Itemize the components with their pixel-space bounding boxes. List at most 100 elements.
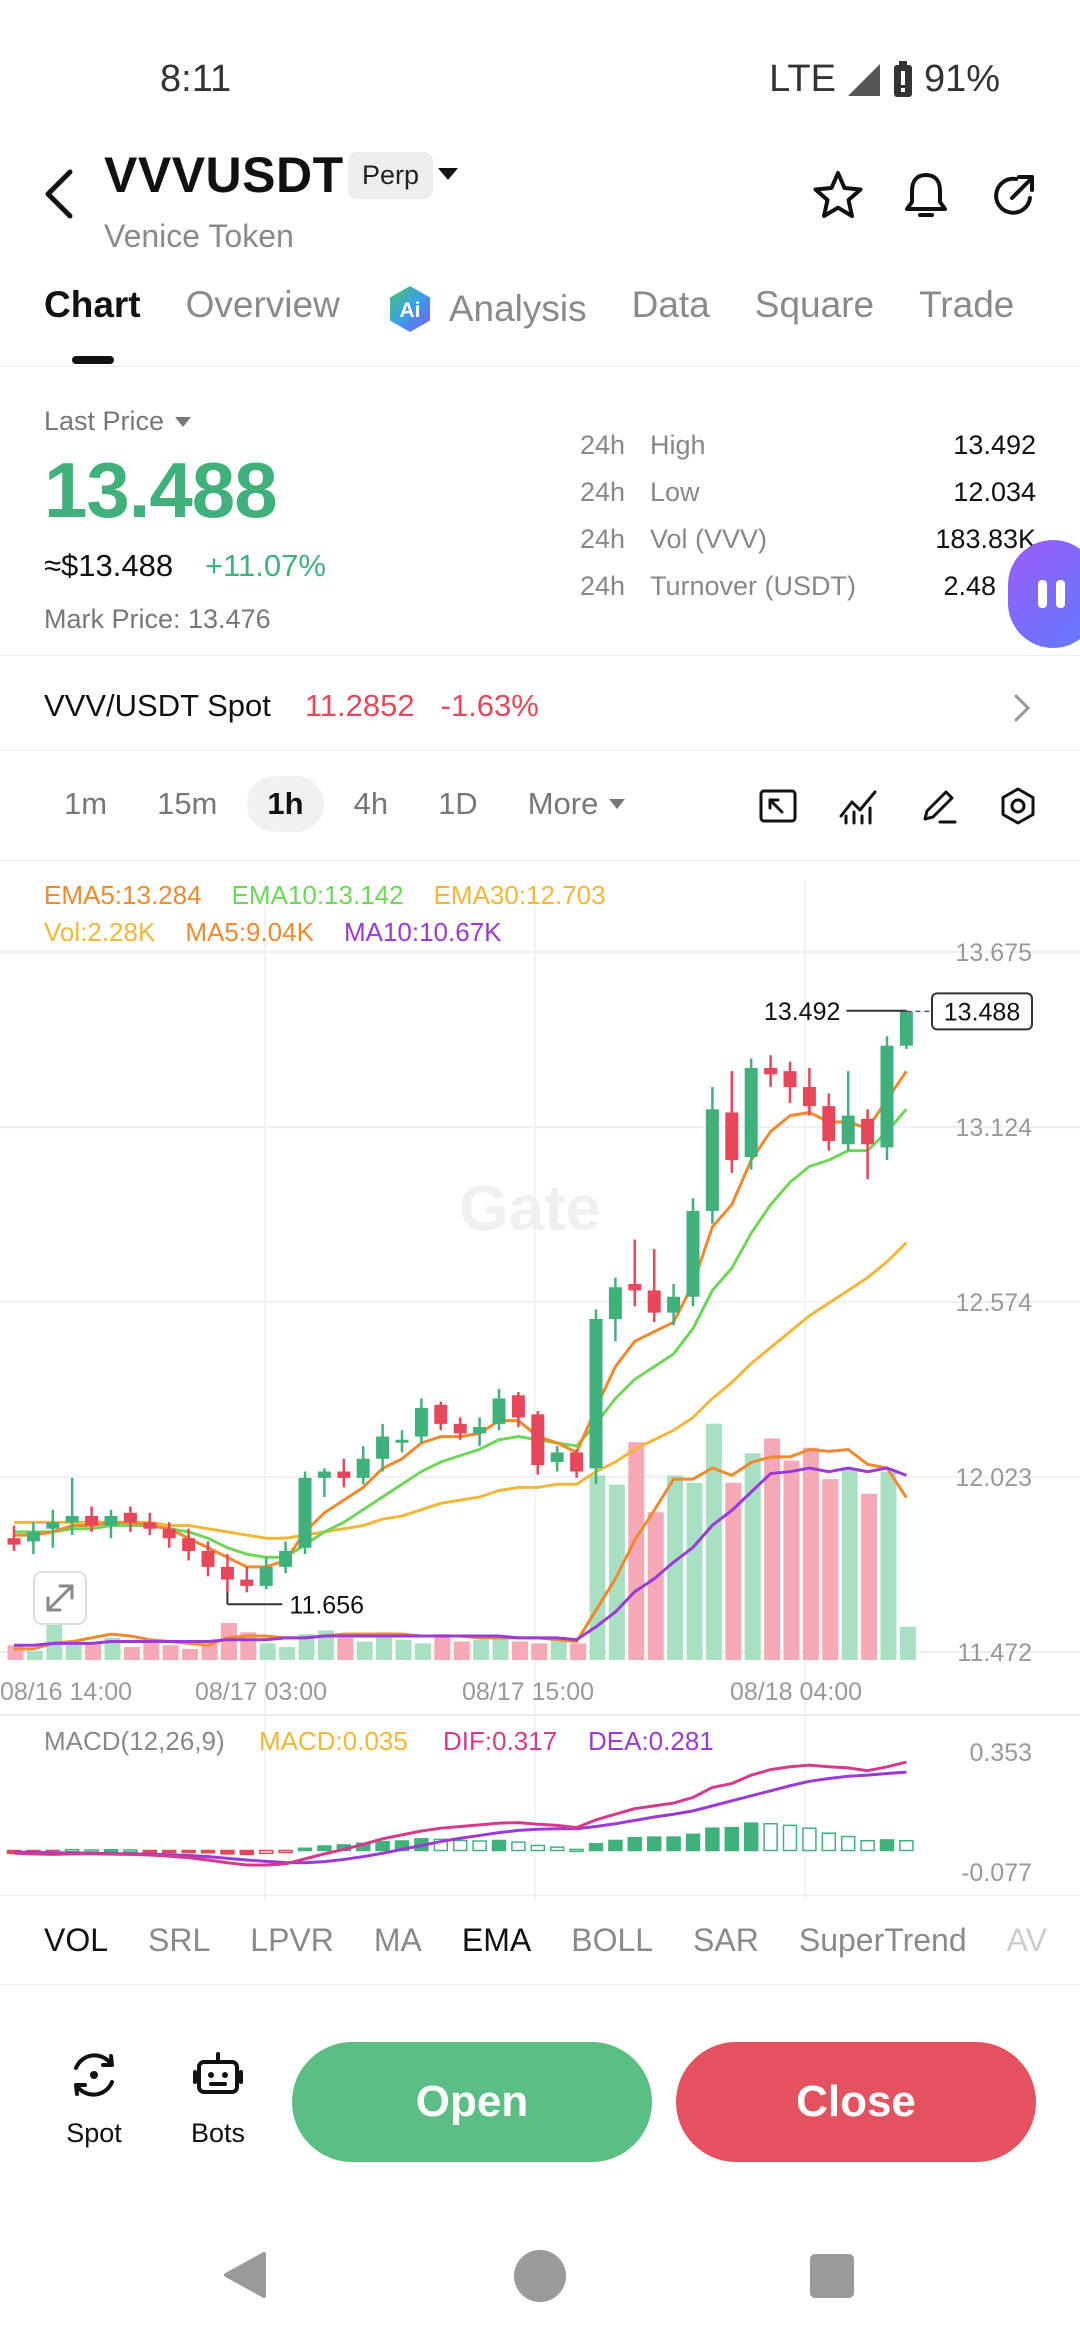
vol-label: Vol:2.28K — [44, 917, 156, 947]
candle-body — [356, 1458, 370, 1478]
floating-chat-button[interactable] — [1008, 540, 1080, 648]
macd-bar — [278, 1849, 293, 1854]
indicator-srl[interactable]: SRL — [148, 1922, 211, 1958]
candle-body — [201, 1550, 215, 1567]
last-price-selector[interactable]: Last Price — [44, 406, 192, 437]
interval-15m[interactable]: 15m — [157, 786, 218, 821]
divider — [0, 655, 1080, 656]
volume-bar — [899, 1626, 916, 1660]
ema10-label: EMA10:13.142 — [231, 880, 404, 910]
spot-pair-label: VVV/USDT Spot — [44, 688, 271, 723]
candle-body — [395, 1439, 409, 1443]
volume-bar — [85, 1643, 102, 1660]
star-icon[interactable] — [810, 168, 866, 224]
tab-chart[interactable]: Chart — [44, 284, 141, 325]
stat-value: 13.492 — [953, 430, 1036, 460]
price-chart[interactable]: 13.675 13.124 12.574 12.023 11.472 Gate 13.492… — [0, 860, 1080, 1900]
svg-text:Ai: Ai — [399, 299, 420, 322]
macd-bar — [608, 1839, 623, 1852]
macd-bar — [297, 1847, 313, 1852]
volume-bar — [861, 1493, 878, 1660]
tab-square[interactable]: Square — [754, 284, 875, 325]
spot-link-row[interactable]: VVV/USDT Spot 11.2852 -1.63% — [44, 688, 539, 724]
last-price-tag — [931, 992, 1033, 1031]
nav-back-icon[interactable] — [220, 2250, 270, 2300]
draw-pencil-icon[interactable] — [918, 786, 958, 826]
caret-down-icon[interactable] — [436, 166, 460, 182]
indicator-av[interactable]: AV — [1006, 1922, 1047, 1958]
battery-icon — [893, 60, 912, 97]
macd-bar — [530, 1844, 546, 1852]
macd-bar — [627, 1836, 643, 1852]
indicator-supertrend[interactable]: SuperTrend — [798, 1922, 967, 1958]
tab-overview[interactable]: Overview — [185, 284, 340, 325]
candle-body — [46, 1522, 60, 1529]
macd-bar — [64, 1848, 80, 1853]
spot-shortcut[interactable]: Spot — [44, 2048, 144, 2149]
indicator-ma[interactable]: MA — [373, 1922, 422, 1958]
candle-body — [570, 1452, 584, 1472]
y-tick-label: 12.574 — [956, 1289, 1033, 1317]
macd-bar — [666, 1836, 681, 1852]
macd-legend-label: MACD:0.035 — [259, 1726, 408, 1756]
pair-title[interactable]: VVVUSDT — [104, 147, 344, 203]
macd-bar — [491, 1839, 507, 1852]
volume-bar — [434, 1634, 451, 1660]
battery-level: 91% — [923, 58, 1000, 100]
status-time: 8:11 — [160, 58, 232, 100]
candle-body — [802, 1087, 816, 1107]
ema30-label: EMA30:12.703 — [433, 880, 606, 910]
candle-body — [686, 1210, 700, 1297]
candle-body — [783, 1071, 797, 1088]
volume-bar — [473, 1639, 490, 1660]
x-tick-label: 08/16 14:00 — [0, 1678, 132, 1706]
indicator-boll[interactable]: BOLL — [571, 1922, 654, 1958]
bots-shortcut[interactable]: Bots — [168, 2048, 268, 2149]
indicator-lpvr[interactable]: LPVR — [250, 1922, 334, 1958]
y-tick-label: 13.675 — [956, 939, 1032, 967]
candle-body — [744, 1067, 758, 1157]
settings-icon[interactable] — [998, 786, 1038, 826]
candle-body — [725, 1112, 739, 1161]
tabs-fade — [1040, 270, 1080, 360]
indicator-vol[interactable]: VOL — [44, 1922, 109, 1958]
indicator-sar[interactable]: SAR — [693, 1922, 759, 1958]
share-icon[interactable] — [986, 168, 1042, 224]
nav-home-icon[interactable] — [514, 2250, 566, 2302]
macd-bar — [821, 1832, 837, 1852]
close-button[interactable]: Close — [676, 2042, 1036, 2162]
macd-bar — [220, 1849, 235, 1855]
perp-badge[interactable]: Perp — [348, 152, 434, 199]
candle-body — [337, 1471, 351, 1478]
volume-bar — [531, 1643, 548, 1660]
chevron-right-icon[interactable] — [1010, 692, 1034, 724]
fullscreen-chart-icon[interactable] — [758, 786, 798, 826]
nav-recents-icon[interactable] — [810, 2254, 854, 2298]
interval-1d[interactable]: 1D — [438, 786, 478, 821]
candle-body — [473, 1427, 487, 1434]
volume-bar — [182, 1648, 199, 1660]
macd-bar — [452, 1839, 468, 1852]
interval-more[interactable]: More — [508, 776, 647, 832]
tab-data[interactable]: Data — [631, 284, 710, 325]
candle-body — [182, 1538, 196, 1551]
ai-icon: Ai — [389, 286, 430, 332]
indicator-ema[interactable]: EMA — [461, 1922, 532, 1958]
indicator-icon[interactable] — [838, 786, 878, 826]
volume-bar — [628, 1442, 645, 1660]
interval-4h[interactable]: 4h — [353, 786, 389, 821]
open-button[interactable]: Open — [292, 2042, 652, 2162]
stat-value: 183.83K — [935, 524, 1036, 554]
back-arrow-icon[interactable] — [40, 168, 80, 220]
candle-body — [628, 1284, 642, 1291]
vol-ma10-label: MA10:10.67K — [343, 917, 502, 947]
interval-1m[interactable]: 1m — [64, 786, 108, 821]
mark-price: Mark Price: 13.476 — [44, 604, 271, 634]
stat-turnover: 24h Turnover (USDT) 2.48 — [580, 571, 1040, 602]
volume-bar — [26, 1650, 43, 1660]
tab-trade[interactable]: Trade — [919, 284, 1015, 325]
interval-1h[interactable]: 1h — [247, 776, 324, 832]
token-subtitle: Venice Token — [104, 218, 294, 254]
tab-analysis[interactable]: Ai Analysis — [385, 284, 587, 334]
bell-icon[interactable] — [898, 168, 954, 224]
